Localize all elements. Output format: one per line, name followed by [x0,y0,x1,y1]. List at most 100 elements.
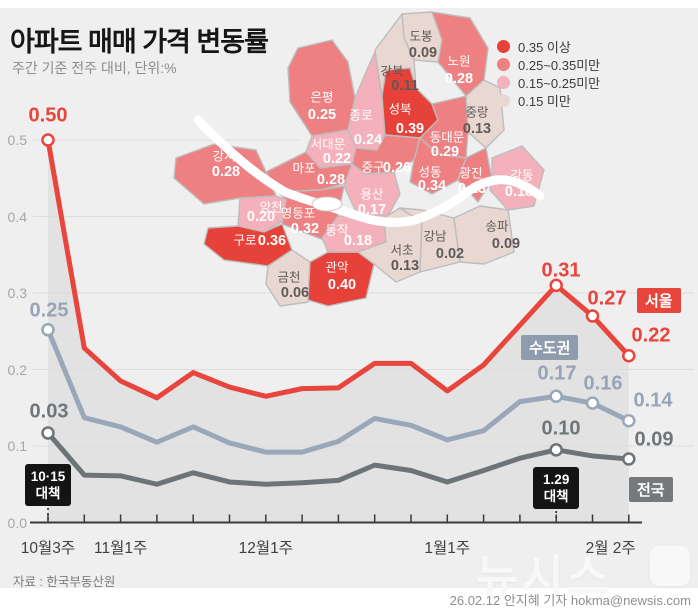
district-name: 중랑 [465,105,489,119]
district-value: 0.26 [383,160,411,176]
district-name: 강남 [423,229,447,243]
district-value: 0.36 [258,233,286,249]
policy-annotation-text: 1.29 [543,472,570,487]
data-point-marker [41,426,55,440]
district-name: 서초 [390,243,413,257]
y-axis-tick-label: 0.2 [7,361,27,378]
y-axis-tick-label: 0.1 [7,438,27,454]
policy-annotation-text: 대책 [35,486,61,501]
district-name: 동대문 [430,130,465,144]
source-note: 자료 : 한국부동산원 [13,575,116,589]
han-river [193,115,545,227]
value-label-서울: 0.27 [587,287,627,310]
y-axis-tick-label: 0.4 [7,208,27,225]
value-label-서울: 0.31 [541,259,581,282]
district-name: 도봉 [409,29,432,43]
x-axis-tick-label: 2월 2주 [585,540,636,557]
district-value: 0.40 [328,277,356,293]
line-series-수도권 [45,327,632,455]
district-name: 성북 [388,102,411,116]
district-songpa [453,205,515,265]
value-label-전국: 0.03 [29,400,69,423]
district-value: 0.06 [281,285,309,301]
map-legend: 0.35 이상 0.25~0.35미만 0.15~0.25미만 0.15 미만 [497,37,600,109]
district-name: 마포 [292,161,315,175]
data-point-marker [549,443,563,457]
district-yongsan [343,163,401,217]
data-point-marker [622,414,636,428]
seoul-district-map: 도봉 0.09 강북0.11 노원 0.28 은평 0.25 종로 0.24 성북 0.39 중랑 0.… [173,11,545,307]
y-axis-tick-label: 0.5 [7,132,27,148]
district-name: 금천 [277,269,300,284]
district-value: 0.13 [463,121,491,137]
district-value: 0.13 [391,258,419,274]
data-point-marker [585,309,600,323]
district-value: 0.29 [431,144,459,160]
data-point-marker [549,389,563,404]
district-value: 0.28 [212,164,240,180]
x-axis-tick-label: 10월3주 [20,540,76,557]
legend-item-label: 0.25~0.35미만 [518,57,601,73]
legend-item: 0.15 미만 [497,91,600,109]
page-subtitle: 주간 기준 전주 대비, 단위:% [12,60,177,76]
district-value: 0.18 [344,233,372,249]
district-name: 강동 [510,168,533,182]
legend-color-dot-icon [497,93,510,107]
district-value: 0.28 [445,71,473,87]
data-point-marker [622,452,636,466]
data-point-marker [549,278,563,293]
x-axis-tick-label: 11월1주 [93,540,148,557]
value-label-수도권: 0.14 [633,389,673,412]
district-value: 0.32 [291,221,319,237]
policy-annotation-box: 10·15 대책 [25,464,71,506]
district-name: 구로 [233,233,256,247]
district-value: 0.11 [391,78,418,94]
district-name: 영등포 [281,206,316,220]
district-name: 성동 [418,165,441,179]
district-name: 송파 [485,219,509,233]
district-geumcheon [265,249,311,307]
value-label-수도권: 0.17 [537,362,577,385]
district-value: 0.17 [358,202,386,218]
district-name: 종로 [349,108,372,122]
page-title: 아파트 매매 가격 변동률 [10,27,269,57]
district-value: 0.24 [354,132,382,148]
yeouido-island [311,196,343,212]
line-series-서울 [45,137,632,401]
value-label-전국: 0.10 [541,417,581,440]
value-label-전국: 0.09 [634,428,674,451]
legend-item-label: 0.15 미만 [518,93,571,109]
legend-item: 0.25~0.35미만 [497,55,600,73]
newsis-logo-icon [650,546,690,586]
series-badge-서울: 서울 [637,288,681,313]
legend-item-label: 0.35 이상 [518,39,571,55]
value-label-수도권: 0.25 [29,299,69,322]
district-value: 0.34 [418,178,446,194]
district-value: 0.18 [505,184,533,200]
district-name: 강서 [212,149,235,163]
newsis-watermark: 뉴시스 [476,551,612,603]
district-name: 광진 [459,166,482,180]
district-name: 동작 [325,223,349,237]
district-value: 0.25 [308,107,336,123]
data-point-marker [585,396,600,410]
value-label-서울: 0.50 [28,104,68,127]
district-value: 0.09 [409,45,437,61]
x-axis-tick-label: 12월1주 [238,540,293,557]
district-value: 0.39 [396,121,424,137]
data-point-marker [41,322,55,337]
y-axis-tick-label: 0.3 [7,285,27,301]
policy-annotation-box: 1.29 대책 [533,467,580,509]
series-badge-전국: 전국 [629,477,673,502]
district-value: 0.28 [317,172,345,188]
district-value: 0.22 [323,151,351,167]
district-name: 서대문 [311,137,346,151]
district-name: 관악 [325,260,349,274]
line-series-전국 [45,430,632,487]
district-value: 0.09 [492,236,520,252]
legend-item-label: 0.15~0.25미만 [518,75,601,91]
x-axis-tick-label: 1월1주 [424,540,471,557]
policy-annotation-text: 대책 [543,489,569,504]
